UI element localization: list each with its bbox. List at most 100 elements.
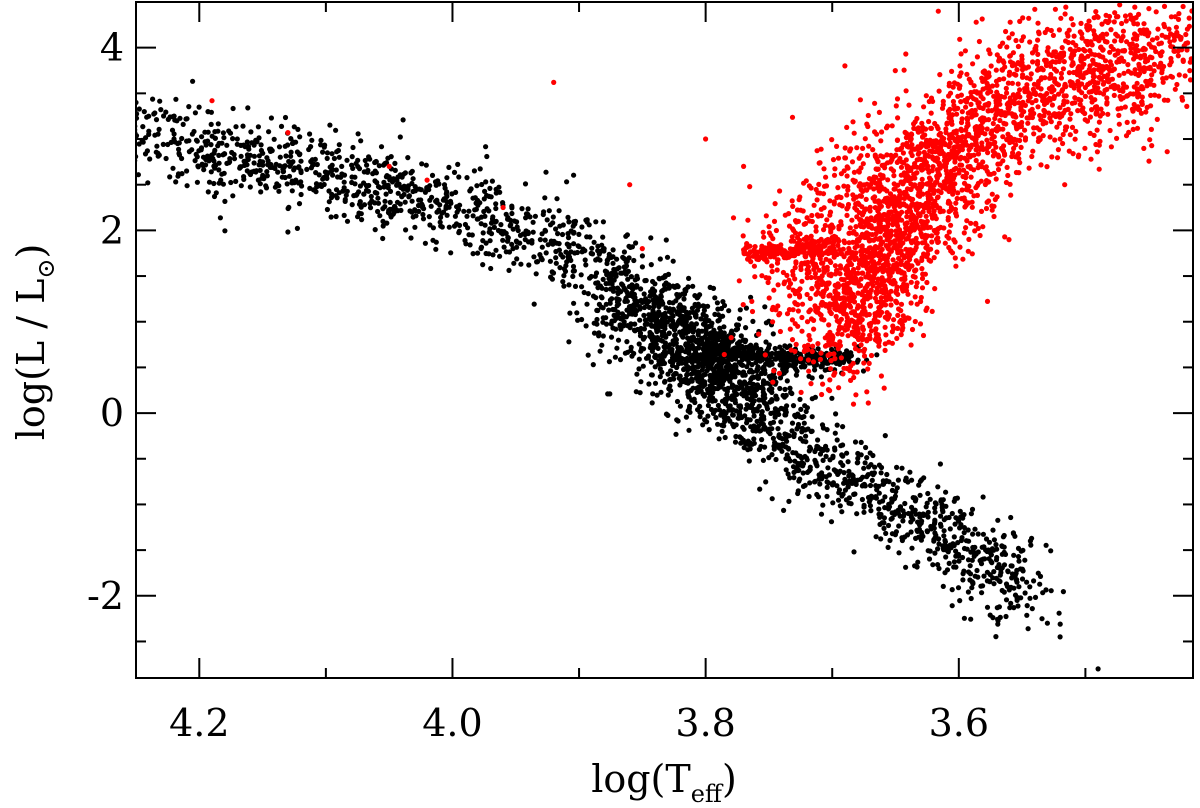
data-point	[416, 208, 422, 214]
data-point	[695, 294, 701, 300]
data-point	[234, 136, 240, 142]
data-point	[685, 284, 691, 290]
data-point	[554, 240, 560, 246]
data-point	[769, 496, 775, 502]
data-point	[705, 402, 712, 409]
data-point	[670, 283, 676, 289]
data-point	[754, 418, 760, 424]
data-point	[585, 352, 591, 358]
data-point	[553, 226, 559, 232]
data-point	[522, 237, 528, 243]
data-point	[1026, 15, 1032, 21]
data-point	[1063, 93, 1069, 99]
data-point	[741, 445, 747, 451]
data-point	[680, 328, 686, 334]
data-point	[1094, 127, 1100, 133]
data-point	[313, 189, 319, 195]
data-point	[876, 506, 882, 512]
data-point	[251, 142, 257, 148]
data-point	[897, 504, 904, 510]
data-point	[668, 388, 674, 394]
data-point	[269, 164, 275, 170]
data-point	[952, 106, 958, 112]
data-point	[595, 285, 601, 291]
data-point	[1091, 79, 1097, 85]
data-point	[946, 560, 952, 567]
data-point	[534, 259, 540, 265]
data-point	[942, 537, 948, 544]
data-point	[330, 172, 336, 178]
data-point	[778, 405, 784, 411]
data-point	[694, 372, 701, 378]
data-point	[754, 424, 760, 430]
data-point	[280, 168, 287, 175]
data-point	[1148, 126, 1154, 132]
data-point	[184, 116, 190, 122]
data-point	[238, 153, 244, 159]
data-point	[344, 157, 350, 163]
data-point	[628, 274, 635, 280]
data-point	[603, 281, 609, 287]
data-point	[692, 313, 699, 319]
data-point	[955, 516, 961, 523]
data-point	[978, 561, 985, 567]
data-point	[1140, 47, 1146, 53]
data-point	[798, 406, 804, 412]
data-point	[938, 513, 944, 519]
data-point	[884, 471, 890, 478]
data-point	[661, 282, 668, 288]
data-point	[1148, 92, 1154, 98]
data-point	[286, 173, 293, 179]
data-point	[324, 155, 330, 161]
data-point	[422, 189, 428, 195]
data-point	[777, 435, 783, 441]
data-point	[654, 337, 661, 343]
data-point	[547, 258, 554, 264]
data-point	[739, 355, 746, 361]
data-point	[924, 528, 930, 534]
data-point	[829, 395, 835, 401]
data-point	[416, 197, 422, 203]
data-point	[483, 179, 489, 185]
data-point	[815, 494, 822, 500]
data-point	[177, 115, 183, 121]
data-point	[935, 484, 941, 490]
data-point	[1153, 48, 1159, 55]
data-point	[933, 230, 939, 236]
data-point	[738, 440, 744, 446]
data-point	[509, 210, 515, 217]
data-point	[339, 163, 345, 169]
data-point	[727, 378, 733, 384]
data-point	[594, 307, 600, 313]
data-point	[1001, 532, 1007, 539]
data-point	[480, 262, 486, 268]
data-point	[296, 201, 303, 207]
data-point	[717, 325, 723, 331]
data-point	[1116, 121, 1122, 127]
data-point	[936, 88, 942, 94]
data-point	[940, 583, 946, 590]
data-point	[654, 327, 660, 333]
data-point	[937, 182, 943, 188]
data-point	[631, 257, 637, 264]
data-point	[335, 147, 341, 154]
data-point	[255, 124, 261, 130]
data-point	[732, 439, 739, 445]
data-point	[785, 471, 791, 477]
data-point	[1012, 533, 1018, 539]
data-point	[866, 464, 872, 470]
data-point	[150, 96, 156, 102]
data-point	[670, 318, 676, 324]
data-point	[926, 118, 932, 125]
data-point	[984, 569, 991, 575]
data-point	[853, 392, 859, 398]
data-point	[914, 301, 920, 307]
data-point	[881, 515, 888, 521]
data-point	[448, 250, 454, 256]
data-point	[744, 417, 750, 423]
data-point	[652, 354, 658, 360]
data-point	[820, 502, 826, 508]
data-point	[409, 168, 415, 174]
data-point	[349, 154, 355, 160]
data-point	[918, 520, 924, 526]
